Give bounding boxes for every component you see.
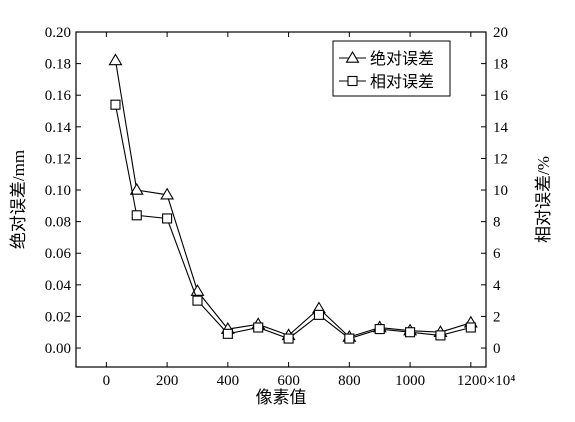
square-marker xyxy=(344,333,355,344)
square-marker xyxy=(405,327,416,338)
legend-label-0: 绝对误差 xyxy=(370,50,434,68)
triangle-marker xyxy=(129,182,144,195)
left-y-tick-label: 0.14 xyxy=(45,120,72,136)
legend-box xyxy=(332,40,451,97)
square-marker xyxy=(162,213,173,224)
right-y-tick-label: 0 xyxy=(493,341,501,357)
left-y-tick-label: 0.20 xyxy=(45,25,71,41)
x-tick-label: 800 xyxy=(338,373,361,389)
square-marker xyxy=(435,330,446,341)
x-axis-title: 像素值 xyxy=(256,388,307,407)
left-y-tick-label: 0.06 xyxy=(45,246,72,262)
right-y-tick-label: 12 xyxy=(493,151,508,167)
right-y-tick-label: 18 xyxy=(493,57,508,73)
legend-triangle-marker xyxy=(345,50,360,63)
left-y-tick-label: 0.04 xyxy=(45,278,72,294)
triangle-marker xyxy=(160,187,175,200)
x-tick-label: 600 xyxy=(277,373,300,389)
left-y-tick-label: 0.10 xyxy=(45,183,71,199)
square-marker xyxy=(465,322,476,333)
x-tick-label: 0 xyxy=(103,373,111,389)
square-marker xyxy=(110,99,121,110)
x-tick-label: 1000 xyxy=(395,373,425,389)
right-y-tick-label: 4 xyxy=(493,278,501,294)
right-y-tick-label: 16 xyxy=(493,88,509,104)
left-y-tick-label: 0.12 xyxy=(45,151,71,167)
square-marker xyxy=(374,324,385,335)
triangle-marker xyxy=(108,53,123,66)
left-y-tick-label: 0.08 xyxy=(45,215,71,231)
right-y-tick-label: 8 xyxy=(493,215,501,231)
x-tick-label: 200 xyxy=(156,373,179,389)
square-marker xyxy=(192,295,203,306)
right-y-tick-label: 10 xyxy=(493,183,508,199)
plot-frame xyxy=(75,31,487,368)
square-marker xyxy=(253,322,264,333)
right-y-axis-title: 相对误差/% xyxy=(534,156,553,243)
right-y-tick-label: 6 xyxy=(493,246,501,262)
square-marker xyxy=(131,210,142,221)
square-marker xyxy=(283,333,294,344)
x-tick-label: 1200×10⁴ xyxy=(457,373,516,389)
square-marker xyxy=(222,328,233,339)
legend-label-1: 相对误差 xyxy=(370,73,434,91)
left-y-tick-label: 0.18 xyxy=(45,57,71,73)
square-marker xyxy=(313,309,325,320)
x-tick-label: 400 xyxy=(217,373,240,389)
left-y-axis-title: 绝对误差/mm xyxy=(9,150,28,249)
legend-square-marker xyxy=(347,75,358,87)
left-y-tick-label: 0.16 xyxy=(45,88,72,104)
right-y-tick-label: 20 xyxy=(493,25,508,41)
left-y-tick-label: 0.02 xyxy=(45,309,71,325)
right-y-tick-label: 14 xyxy=(493,120,509,136)
left-y-tick-label: 0.00 xyxy=(45,341,71,357)
right-y-tick-label: 2 xyxy=(493,309,501,325)
